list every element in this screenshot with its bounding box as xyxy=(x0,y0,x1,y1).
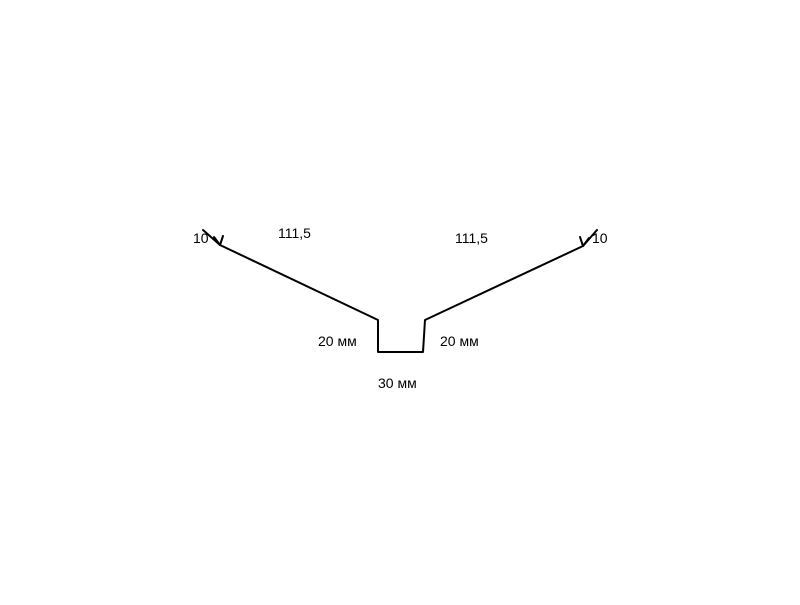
label-right-vertical: 20 мм xyxy=(440,333,479,349)
profile-outline xyxy=(203,230,597,352)
profile-svg xyxy=(0,0,800,600)
profile-diagram: 10 111,5 111,5 10 20 мм 20 мм 30 мм xyxy=(0,0,800,600)
label-right-slope: 111,5 xyxy=(455,230,488,246)
label-left-tip: 10 xyxy=(193,230,209,246)
label-left-vertical: 20 мм xyxy=(318,333,357,349)
label-right-tip: 10 xyxy=(592,230,608,246)
label-left-slope: 111,5 xyxy=(278,225,311,241)
label-bottom: 30 мм xyxy=(378,375,417,391)
